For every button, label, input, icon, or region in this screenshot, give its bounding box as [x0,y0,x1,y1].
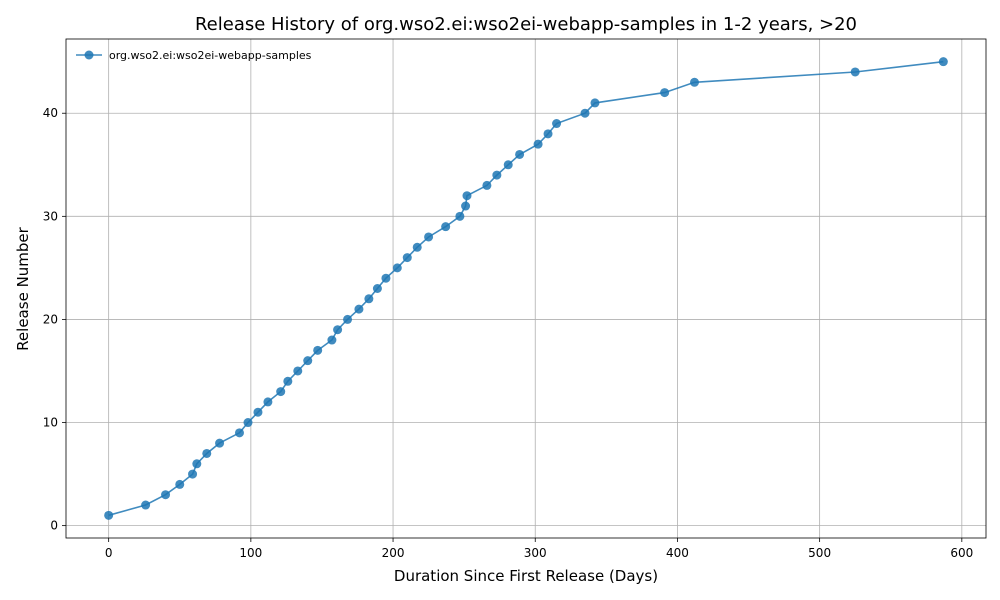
data-point [533,139,543,149]
axis-ticks: 0 100 200 300 400 500 600 0 10 20 30 40 [43,106,974,560]
x-tick-label: 500 [808,546,831,560]
data-point [215,438,225,448]
data-point [372,284,382,293]
data-point [327,335,337,345]
data-point [303,356,313,366]
data-point [343,314,353,324]
legend-marker [84,50,94,60]
x-tick-label: 400 [666,546,689,560]
data-point [364,294,374,304]
data-point [455,211,465,221]
data-point [690,77,700,87]
data-point [402,253,412,263]
data-point [482,180,492,190]
legend-entry-label: org.wso2.ei:wso2ei-webapp-samples [109,49,312,62]
y-tick-label: 30 [43,209,58,223]
data-point [175,479,185,489]
data-point [104,510,114,520]
data-point [381,273,391,283]
x-tick-label: 300 [524,546,547,560]
data-point [354,304,364,314]
y-tick-label: 20 [43,312,58,326]
data-point [503,160,513,170]
data-point [192,459,202,469]
data-point [202,448,212,458]
x-tick-label: 100 [239,546,262,560]
data-point [492,170,502,180]
data-point [590,98,600,108]
data-point [660,88,670,98]
x-tick-label: 600 [950,546,973,560]
data-point [424,232,434,242]
data-series [104,57,948,520]
data-point [392,263,402,273]
data-point [515,149,525,159]
legend: org.wso2.ei:wso2ei-webapp-samples [76,49,312,62]
data-point [461,201,471,211]
data-point [313,345,323,355]
data-point [276,387,286,397]
grid [66,39,986,538]
chart-title: Release History of org.wso2.ei:wso2ei-we… [195,14,857,35]
y-tick-label: 10 [43,416,58,430]
data-point [580,108,590,118]
data-point [243,418,253,428]
data-point [141,500,151,510]
y-axis-label: Release Number [14,226,32,350]
data-point [850,67,860,77]
data-point [462,191,472,201]
data-point [253,407,263,417]
y-tick-label: 0 [50,519,58,533]
data-point [283,376,293,386]
data-point [161,490,171,500]
x-tick-label: 0 [105,546,113,560]
y-tick-label: 40 [43,106,58,120]
data-point [938,57,948,67]
data-point [412,242,422,252]
x-tick-label: 200 [382,546,405,560]
data-point [441,222,451,232]
data-point [188,469,198,479]
data-point [552,119,562,129]
plot-frame [65,38,987,539]
data-point [293,366,303,376]
data-point [263,397,273,407]
data-point [234,428,244,438]
data-point [543,129,553,139]
x-axis-label: Duration Since First Release (Days) [394,567,658,585]
data-point [333,325,343,335]
